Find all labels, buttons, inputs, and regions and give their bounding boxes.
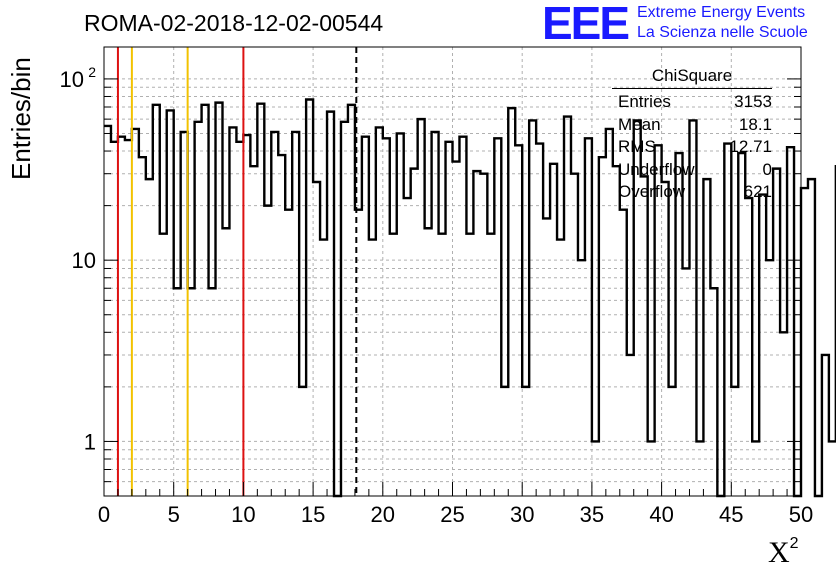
x-tick-label: 45	[719, 502, 743, 527]
y-tick-label: 1	[84, 429, 96, 454]
histogram-bin	[104, 126, 111, 496]
histogram-bin	[209, 288, 216, 496]
histogram-bin	[466, 234, 473, 496]
x-tick-label: 50	[789, 502, 813, 527]
stats-value: 621	[743, 182, 772, 201]
y-axis-label: Entries/bin	[6, 57, 36, 180]
histogram-bin	[648, 441, 655, 496]
x-axis-label-sup: 2	[789, 535, 799, 552]
histogram-bin	[696, 441, 703, 496]
histogram-bin	[752, 441, 759, 496]
histogram-bin	[501, 387, 508, 496]
logo-line-2: La Scienza nelle Scuole	[637, 24, 808, 41]
x-tick-label: 5	[168, 502, 180, 527]
x-tick-label: 10	[231, 502, 255, 527]
stats-value: 12.71	[729, 137, 772, 156]
histogram-bin	[522, 387, 529, 496]
axis-ticks	[103, 78, 802, 497]
y-tick-label: 10	[72, 248, 96, 273]
histogram-bin	[780, 332, 787, 496]
histogram-bin	[118, 137, 125, 496]
stats-row-underflow: Underflow 0	[612, 159, 772, 182]
x-tick-label: 40	[649, 502, 673, 527]
histogram-bin	[766, 260, 773, 496]
stats-box: ChiSquare Entries 3153 Mean 18.1 RMS 12.…	[612, 66, 772, 204]
histogram-bin	[543, 218, 550, 496]
y-tick-label: 10	[60, 67, 84, 92]
run-title: ROMA-02-2018-12-02-00544	[84, 10, 384, 36]
x-tick-label: 15	[301, 502, 325, 527]
histogram-bin	[174, 288, 181, 496]
histogram-bin	[683, 268, 690, 496]
y-tick-label-sup: 2	[88, 64, 96, 80]
stats-row-entries: Entries 3153	[612, 91, 772, 114]
x-tick-label: 30	[510, 502, 534, 527]
histogram-bin	[236, 142, 243, 496]
x-tick-label: 0	[98, 502, 110, 527]
stats-row-mean: Mean 18.1	[612, 114, 772, 137]
logo-line-1: Extreme Energy Events	[637, 4, 806, 21]
histogram-bin	[669, 387, 676, 496]
histogram-bin	[299, 387, 306, 496]
histogram-bin	[369, 240, 376, 496]
stats-row-overflow: Overflow 621	[612, 181, 772, 204]
histogram-bin	[125, 140, 132, 496]
histogram-bin	[160, 234, 167, 496]
x-axis-label-text: X	[768, 536, 790, 569]
histogram-bin	[557, 240, 564, 496]
histogram-bin	[627, 355, 634, 496]
stats-value: 0	[762, 159, 772, 179]
histogram-bin	[250, 166, 257, 496]
x-tick-label: 35	[580, 502, 604, 527]
histogram-bin	[222, 228, 229, 496]
stats-label: RMS	[618, 137, 656, 156]
histogram-bin	[439, 234, 446, 496]
histogram-bin	[146, 179, 153, 496]
x-axis-label: X2	[768, 535, 799, 570]
histogram-bin	[139, 157, 146, 496]
histogram-bin	[453, 162, 460, 496]
histogram-bin	[243, 135, 250, 496]
histogram-bin	[285, 210, 292, 496]
stats-label: Underflow	[618, 159, 695, 179]
stats-label: Mean	[618, 114, 661, 134]
stats-value: 3153	[734, 92, 772, 111]
histogram-bin	[425, 228, 432, 496]
marker-lines	[116, 47, 358, 496]
histogram-bin	[320, 240, 327, 496]
stats-label: Entries	[618, 92, 671, 111]
histogram-bin	[264, 206, 271, 496]
stats-title: ChiSquare	[612, 66, 772, 89]
histogram-bin	[829, 441, 836, 496]
grid-lines	[104, 47, 801, 497]
histogram-bin	[390, 234, 397, 496]
histogram-bin	[613, 166, 620, 496]
stats-row-rms: RMS 12.71	[612, 136, 772, 159]
histogram-bin	[487, 234, 494, 496]
x-tick-label: 20	[371, 502, 395, 527]
histogram-bin	[731, 387, 738, 496]
histogram-bin	[132, 129, 139, 496]
histogram-bin	[578, 260, 585, 496]
histogram-bin	[188, 288, 195, 496]
eee-logo: EEE	[542, 0, 630, 49]
histogram-bin	[411, 169, 418, 496]
histogram-bin	[592, 441, 599, 496]
stats-label: Overflow	[618, 182, 686, 201]
histogram-bin	[404, 198, 411, 496]
stats-value: 18.1	[738, 114, 772, 134]
x-tick-label: 25	[440, 502, 464, 527]
histogram-bin	[111, 142, 118, 496]
